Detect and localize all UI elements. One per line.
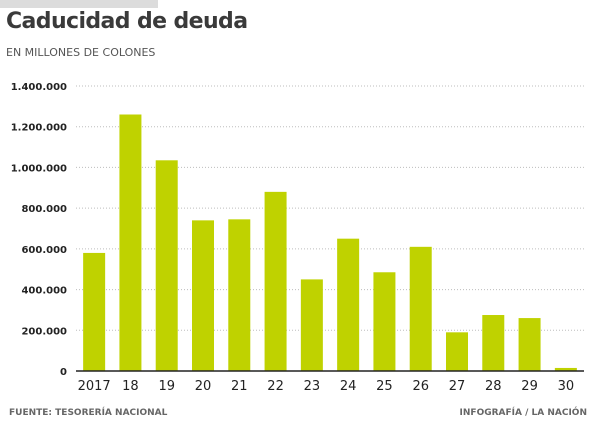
bar	[409, 246, 432, 371]
bar	[228, 219, 251, 371]
y-tick-label: 1.200.000	[11, 123, 67, 134]
y-tick-label: 1.000.000	[11, 163, 67, 174]
x-tick-label: 23	[304, 379, 321, 394]
bar	[155, 160, 178, 371]
bar	[300, 279, 323, 371]
x-tick-label: 20	[195, 379, 212, 394]
x-tick-label: 30	[558, 379, 575, 394]
bar	[446, 332, 468, 371]
bar	[337, 238, 360, 371]
x-tick-label: 21	[231, 379, 248, 394]
x-tick-label: 25	[376, 379, 393, 394]
bar	[83, 252, 106, 371]
bar	[119, 114, 142, 371]
bar	[373, 272, 396, 371]
source-note: FUENTE: TESORERÍA NACIONAL	[9, 408, 168, 418]
y-tick-label: 600.000	[21, 245, 67, 256]
chart-subtitle: EN MILLONES DE COLONES	[6, 46, 156, 59]
x-tick-label: 19	[158, 379, 175, 394]
x-tick-label: 26	[412, 379, 429, 394]
y-tick-label: 800.000	[21, 204, 67, 215]
bar	[518, 318, 541, 371]
x-tick-label: 24	[340, 379, 357, 394]
x-tick-label: 2017	[78, 379, 111, 394]
x-tick-label: 28	[485, 379, 502, 394]
header-accent-bar	[0, 0, 158, 8]
y-tick-label: 0	[60, 367, 67, 378]
bar	[482, 315, 505, 371]
bar	[264, 191, 287, 371]
x-tick-label: 18	[122, 379, 139, 394]
x-tick-label: 27	[449, 379, 466, 394]
y-tick-label: 1.400.000	[11, 82, 67, 93]
bar	[554, 367, 577, 371]
x-tick-label: 22	[267, 379, 284, 394]
y-tick-label: 400.000	[21, 286, 67, 297]
bar	[192, 220, 214, 371]
credit-note: INFOGRAFÍA / LA NACIÓN	[459, 408, 587, 418]
y-tick-label: 200.000	[21, 326, 67, 337]
chart-title: Caducidad de deuda	[6, 9, 248, 34]
x-tick-label: 29	[521, 379, 538, 394]
